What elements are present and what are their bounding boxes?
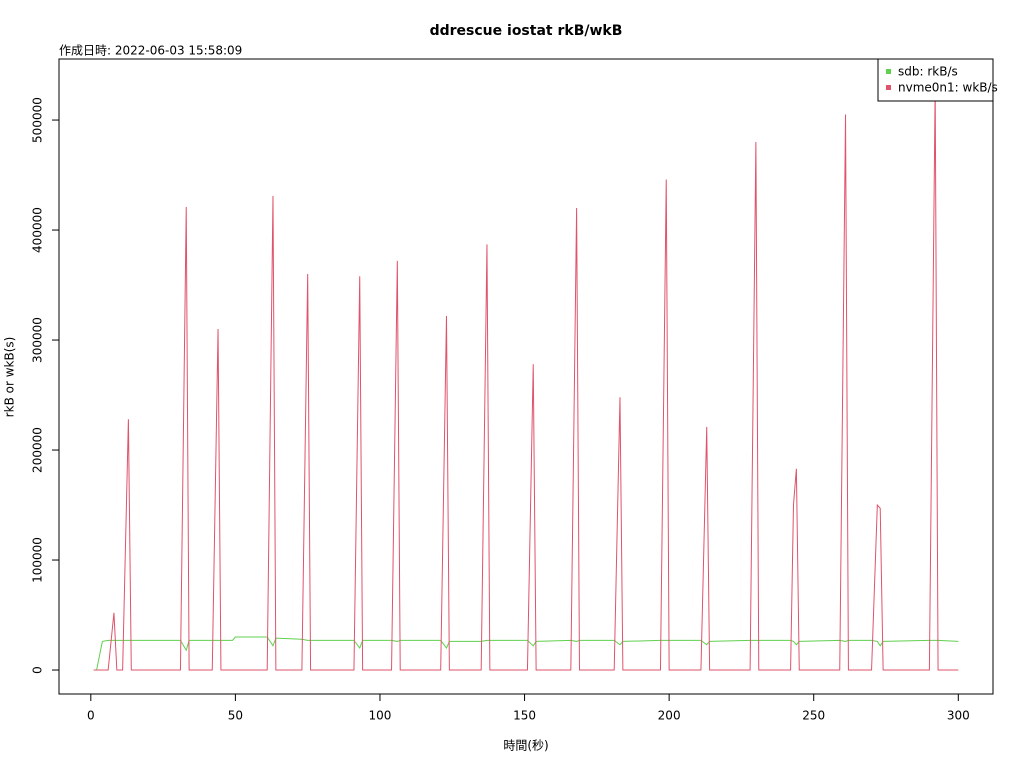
x-tick-label: 100 xyxy=(369,709,392,723)
x-tick-label: 250 xyxy=(802,709,825,723)
x-tick-label: 300 xyxy=(947,709,970,723)
x-tick-label: 150 xyxy=(513,709,536,723)
x-axis-label: 時間(秒) xyxy=(503,739,548,753)
y-tick-label: 500000 xyxy=(31,97,45,143)
legend-swatch xyxy=(886,69,891,74)
y-axis-label: rkB or wkB(s) xyxy=(3,337,17,418)
x-tick-label: 50 xyxy=(228,709,243,723)
legend-box xyxy=(877,58,994,102)
chart-title: ddrescue iostat rkB/wkB xyxy=(430,23,623,39)
y-tick-label: 400000 xyxy=(31,207,45,253)
data-line xyxy=(93,87,959,671)
y-tick-label: 300000 xyxy=(31,317,45,363)
legend-swatch xyxy=(886,85,891,90)
legend-label: nvme0n1: wkB/s xyxy=(898,81,998,95)
y-tick-label: 100000 xyxy=(31,537,45,583)
legend-label: sdb: rkB/s xyxy=(898,65,958,79)
x-tick-label: 0 xyxy=(87,709,95,723)
y-tick-label: 0 xyxy=(31,666,45,674)
x-tick-label: 200 xyxy=(658,709,681,723)
y-tick-label: 200000 xyxy=(31,427,45,473)
chart-subtitle: 作成日時: 2022-06-03 15:58:09 xyxy=(59,44,242,58)
